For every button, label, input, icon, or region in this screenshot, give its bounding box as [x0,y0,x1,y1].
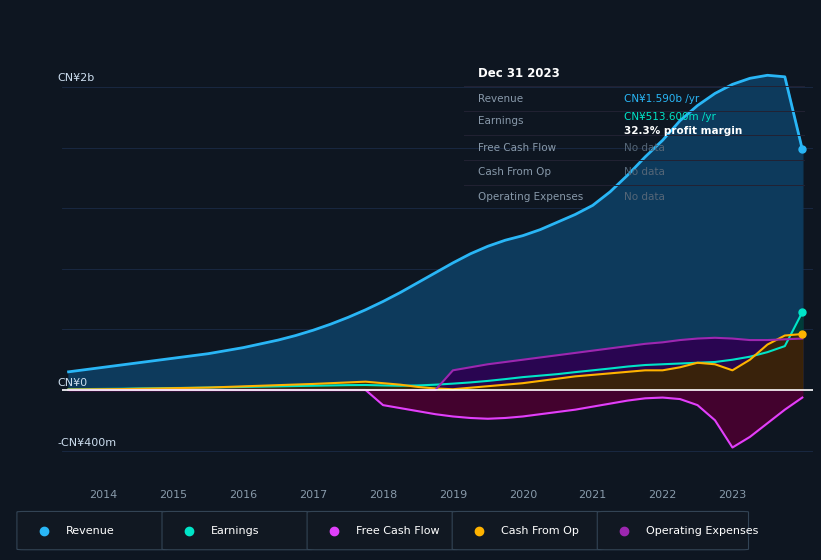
Text: Operating Expenses: Operating Expenses [478,193,583,202]
Text: 2016: 2016 [229,491,257,501]
Text: No data: No data [625,167,665,177]
Text: 2017: 2017 [299,491,328,501]
Text: CN¥0: CN¥0 [57,378,88,388]
Text: Revenue: Revenue [478,94,523,104]
Text: Revenue: Revenue [66,526,114,535]
Text: CN¥1.590b /yr: CN¥1.590b /yr [625,94,699,104]
Text: Operating Expenses: Operating Expenses [646,526,759,535]
Text: 32.3% profit margin: 32.3% profit margin [625,127,743,136]
Text: 2018: 2018 [369,491,397,501]
Text: Free Cash Flow: Free Cash Flow [478,143,556,153]
Text: Cash From Op: Cash From Op [478,167,551,177]
Text: 2014: 2014 [89,491,117,501]
Text: Free Cash Flow: Free Cash Flow [355,526,439,535]
Text: CN¥513.600m /yr: CN¥513.600m /yr [625,111,716,122]
FancyBboxPatch shape [162,511,314,550]
Text: No data: No data [625,193,665,202]
Text: 2015: 2015 [159,491,187,501]
FancyBboxPatch shape [17,511,168,550]
Text: 2019: 2019 [438,491,467,501]
Text: 2021: 2021 [579,491,607,501]
FancyBboxPatch shape [452,511,603,550]
Text: 2022: 2022 [649,491,677,501]
Text: 2020: 2020 [509,491,537,501]
FancyBboxPatch shape [597,511,749,550]
Text: Earnings: Earnings [478,116,523,126]
FancyBboxPatch shape [307,511,458,550]
Text: 2023: 2023 [718,491,746,501]
Text: CN¥2b: CN¥2b [57,73,95,83]
Text: No data: No data [625,143,665,153]
Text: Dec 31 2023: Dec 31 2023 [478,67,559,80]
Text: Earnings: Earnings [211,526,259,535]
Text: -CN¥400m: -CN¥400m [57,438,117,449]
Text: Cash From Op: Cash From Op [501,526,579,535]
